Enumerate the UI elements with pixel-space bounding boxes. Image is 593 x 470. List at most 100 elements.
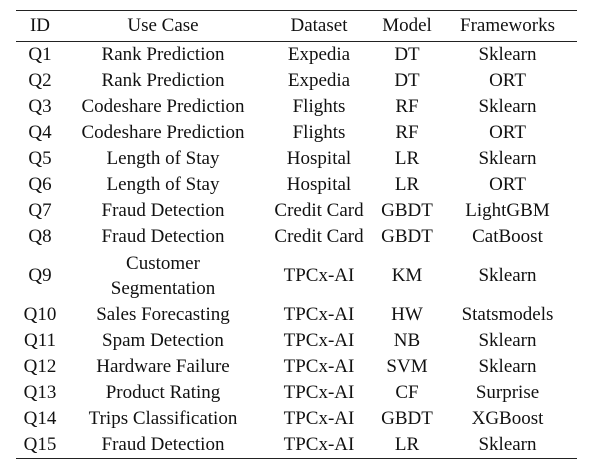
cell-use-case: Codeshare Prediction	[81, 96, 245, 117]
cell-id: Q14	[23, 408, 57, 429]
cell-model: GBDT	[381, 408, 433, 429]
cell-dataset: TPCx-AI	[283, 304, 355, 325]
cell-dataset: Credit Card	[274, 226, 364, 247]
cell-id: Q3	[28, 96, 52, 117]
table-row: Q7 Fraud Detection Credit Card GBDT Ligh…	[16, 198, 577, 224]
table-row: Q6 Length of Stay Hospital LR ORT	[16, 172, 577, 198]
cell-framework: Statsmodels	[461, 304, 554, 325]
cell-dataset: Flights	[292, 96, 346, 117]
cell-id: Q13	[23, 382, 57, 403]
cell-framework: Sklearn	[478, 330, 537, 351]
table-row: Q10 Sales Forecasting TPCx-AI HW Statsmo…	[16, 302, 577, 328]
table-row: Q15 Fraud Detection TPCx-AI LR Sklearn	[16, 432, 577, 459]
cell-id: Q9	[28, 265, 52, 286]
cell-framework: Sklearn	[478, 44, 537, 65]
cell-framework: ORT	[489, 122, 526, 143]
table-row: Q8 Fraud Detection Credit Card GBDT CatB…	[16, 224, 577, 250]
cell-dataset: TPCx-AI	[283, 382, 355, 403]
cell-dataset: TPCx-AI	[283, 356, 355, 377]
cell-use-case: Fraud Detection	[101, 200, 225, 221]
cell-id: Q15	[23, 434, 57, 455]
cell-use-case: Length of Stay	[106, 174, 220, 195]
cell-framework: CatBoost	[472, 226, 543, 247]
cell-model: DT	[394, 70, 420, 91]
cell-model: SVM	[386, 356, 428, 377]
cell-use-case: Length of Stay	[106, 148, 220, 169]
cell-dataset: Expedia	[287, 44, 351, 65]
table-row: Q5 Length of Stay Hospital LR Sklearn	[16, 146, 577, 172]
cell-id: Q4	[28, 122, 52, 143]
cell-use-case: Sales Forecasting	[96, 304, 230, 325]
header-dataset: Dataset	[290, 15, 348, 36]
cell-dataset: Credit Card	[274, 200, 364, 221]
cell-framework: Sklearn	[478, 356, 537, 377]
cell-id: Q12	[23, 356, 57, 377]
cell-use-case-line: Segmentation	[110, 278, 216, 299]
header-frameworks: Frameworks	[460, 15, 555, 36]
cell-id: Q1	[28, 44, 52, 65]
cell-id: Q10	[23, 304, 57, 325]
cell-model: LR	[394, 148, 420, 169]
table-body: Q1 Rank Prediction Expedia DT Sklearn Q2…	[16, 42, 577, 459]
cell-id: Q5	[28, 148, 52, 169]
cell-use-case: Product Rating	[105, 382, 221, 403]
cell-use-case: Hardware Failure	[96, 356, 230, 377]
cell-model: KM	[391, 265, 423, 286]
cell-id: Q2	[28, 70, 52, 91]
cell-model: GBDT	[381, 226, 433, 247]
header-id: ID	[29, 15, 51, 36]
cell-dataset: TPCx-AI	[283, 434, 355, 455]
cell-model: GBDT	[381, 200, 433, 221]
cell-framework: LightGBM	[465, 200, 550, 221]
cell-framework: Sklearn	[478, 148, 537, 169]
cell-use-case: Spam Detection	[102, 330, 224, 351]
cell-id: Q7	[28, 200, 52, 221]
table-row: Q12 Hardware Failure TPCx-AI SVM Sklearn	[16, 354, 577, 380]
cell-model: NB	[393, 330, 421, 351]
table-row: Q13 Product Rating TPCx-AI CF Surprise	[16, 380, 577, 406]
cell-framework: Sklearn	[478, 265, 537, 286]
cell-framework: XGBoost	[471, 408, 544, 429]
cell-dataset: Hospital	[286, 148, 352, 169]
cell-dataset: Expedia	[287, 70, 351, 91]
cell-model: LR	[394, 434, 420, 455]
cell-model: RF	[395, 96, 419, 117]
use-case-table: ID Use Case Dataset Model Frameworks Q1 …	[16, 10, 577, 459]
cell-dataset: TPCx-AI	[283, 265, 355, 286]
cell-framework: ORT	[489, 70, 526, 91]
cell-use-case: Rank Prediction	[101, 70, 225, 91]
table-row: Q9 Customer Segmentation TPCx-AI KM Skle…	[16, 250, 577, 302]
table-row: Q1 Rank Prediction Expedia DT Sklearn	[16, 42, 577, 69]
header-model: Model	[382, 15, 432, 36]
header-use-case: Use Case	[127, 15, 199, 36]
table-row: Q11 Spam Detection TPCx-AI NB Sklearn	[16, 328, 577, 354]
cell-dataset: TPCx-AI	[283, 330, 355, 351]
cell-use-case: Customer Segmentation	[64, 250, 262, 302]
table-row: Q14 Trips Classification TPCx-AI GBDT XG…	[16, 406, 577, 432]
cell-use-case: Trips Classification	[88, 408, 238, 429]
cell-dataset: TPCx-AI	[283, 408, 355, 429]
table-row: Q2 Rank Prediction Expedia DT ORT	[16, 68, 577, 94]
cell-use-case-line: Customer	[126, 253, 200, 274]
cell-model: HW	[391, 304, 423, 325]
cell-id: Q6	[28, 174, 52, 195]
cell-framework: ORT	[489, 174, 526, 195]
cell-model: DT	[394, 44, 420, 65]
cell-id: Q11	[23, 330, 57, 351]
cell-framework: Surprise	[475, 382, 540, 403]
cell-use-case: Fraud Detection	[101, 226, 225, 247]
cell-id: Q8	[28, 226, 52, 247]
cell-framework: Sklearn	[478, 96, 537, 117]
cell-model: RF	[395, 122, 419, 143]
cell-use-case: Fraud Detection	[101, 434, 225, 455]
cell-framework: Sklearn	[478, 434, 537, 455]
cell-dataset: Hospital	[286, 174, 352, 195]
cell-model: CF	[395, 382, 419, 403]
header-row: ID Use Case Dataset Model Frameworks	[16, 10, 577, 42]
cell-use-case: Codeshare Prediction	[81, 122, 245, 143]
cell-dataset: Flights	[292, 122, 346, 143]
table-row: Q3 Codeshare Prediction Flights RF Sklea…	[16, 94, 577, 120]
table-row: Q4 Codeshare Prediction Flights RF ORT	[16, 120, 577, 146]
cell-model: LR	[394, 174, 420, 195]
